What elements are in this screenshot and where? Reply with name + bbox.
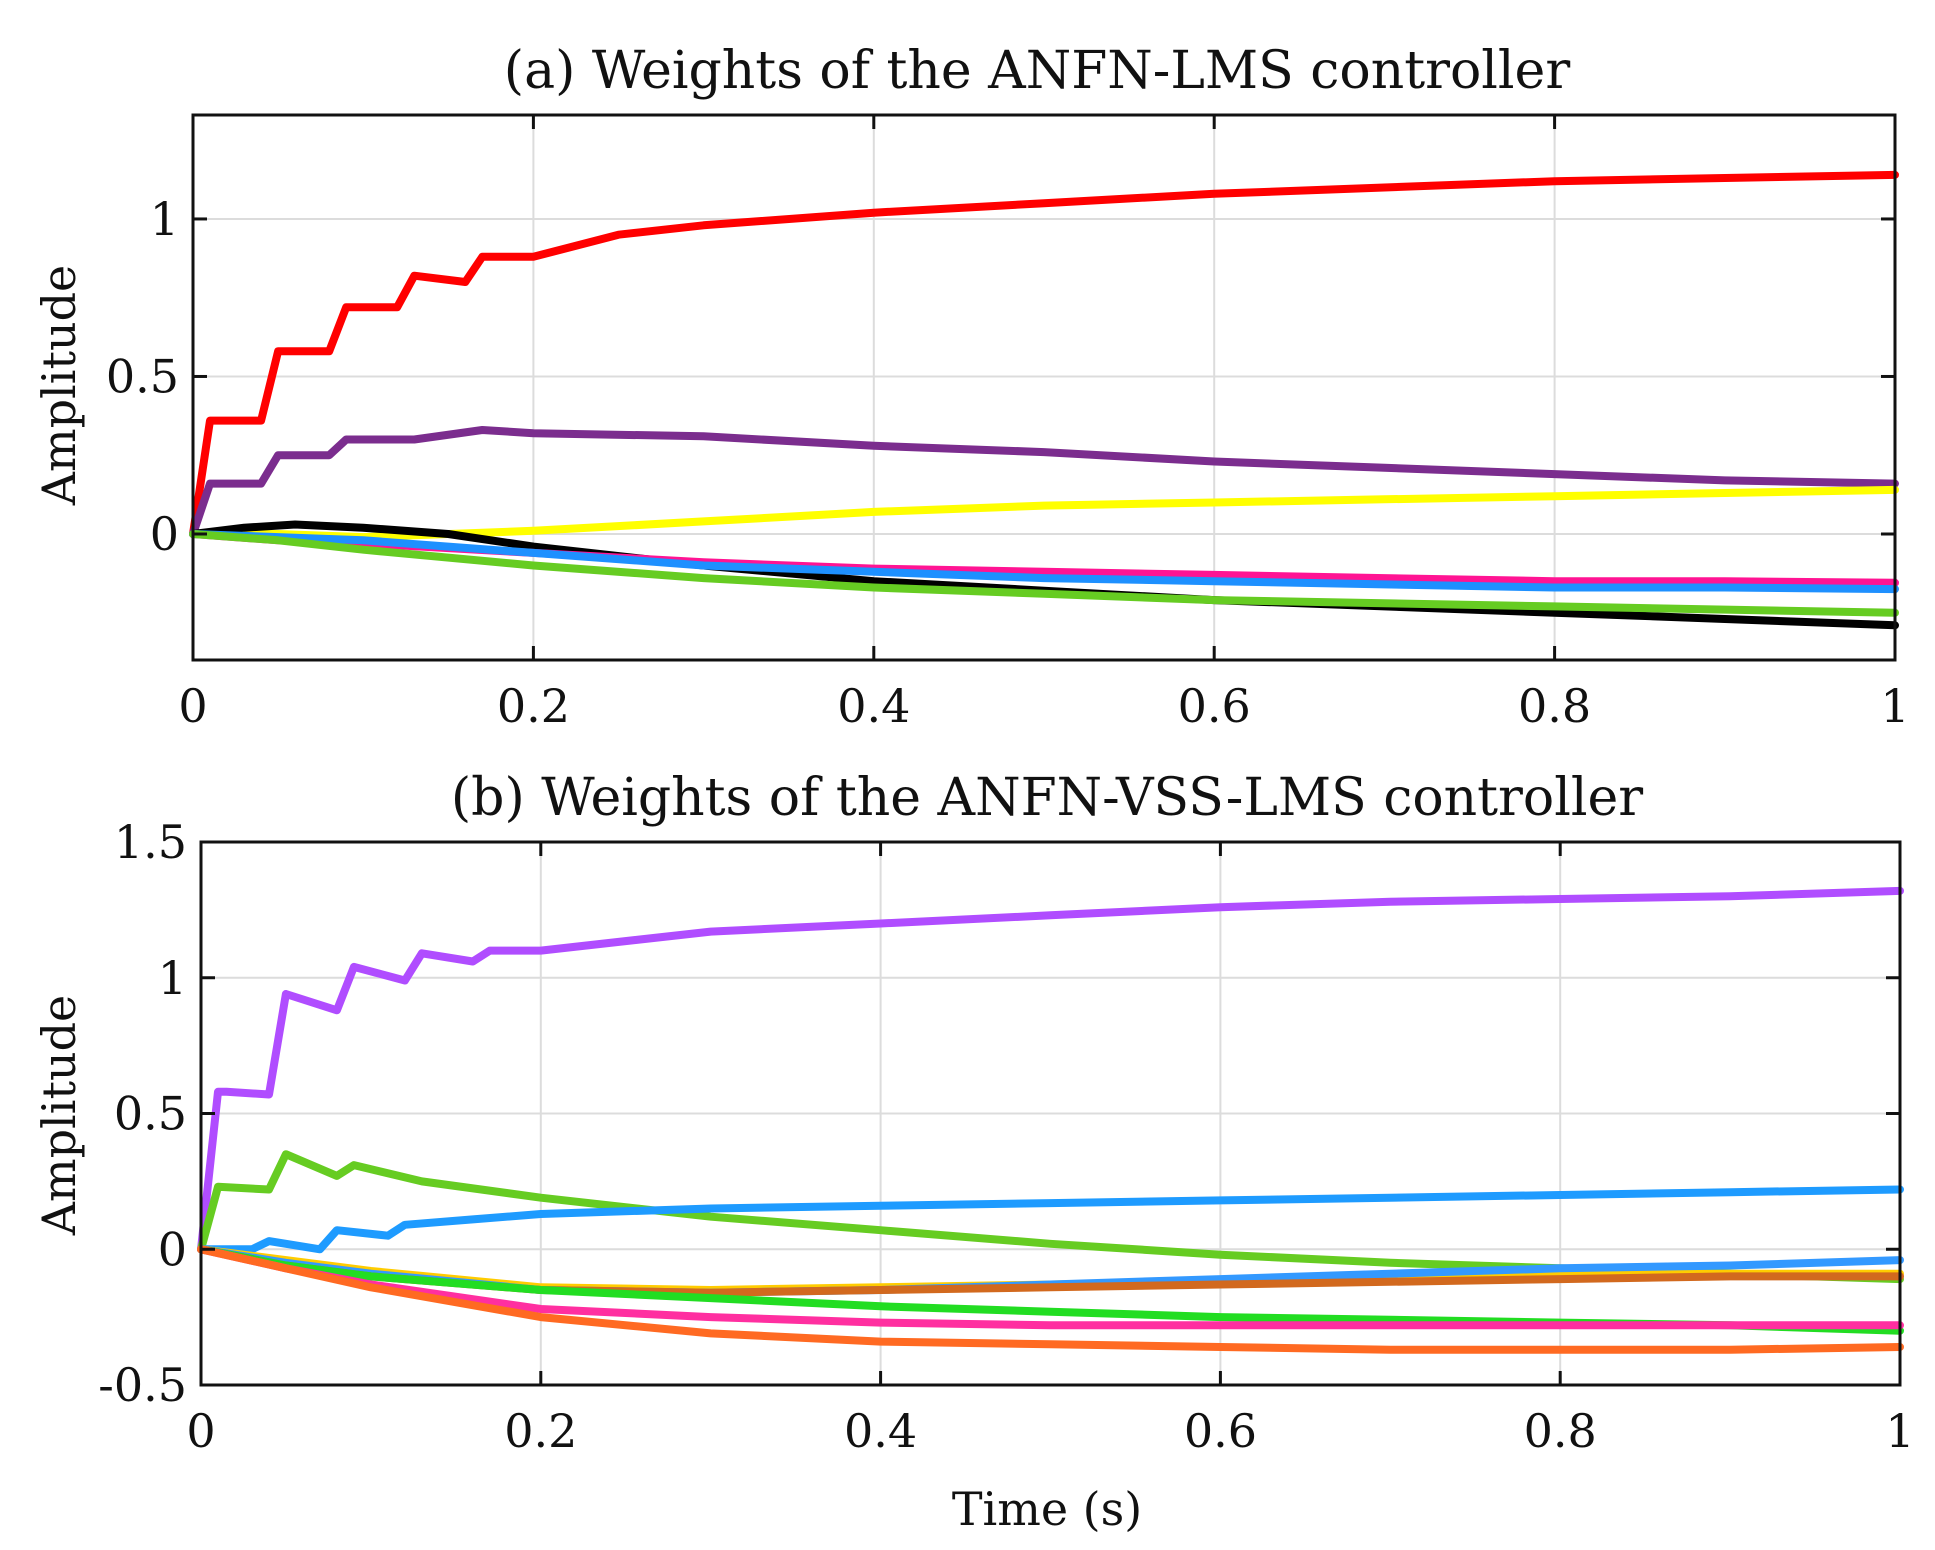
series-line-w3	[197, 1185, 1904, 1254]
x-tick-label: 0.6	[1184, 1404, 1257, 1458]
x-tick-label: 1	[1880, 679, 1909, 733]
panel-a-ticks: 0 0.2 0.4 0.6 0.8 1 0 0.5 1	[106, 115, 1910, 733]
y-tick-label: 0	[158, 1222, 187, 1276]
series-line-w6	[189, 530, 1899, 594]
y-tick-label: 1	[158, 951, 187, 1005]
x-tick-label: 0.8	[1518, 679, 1591, 733]
panel-a-frame	[191, 113, 1897, 662]
y-tick-label: 1.5	[114, 815, 187, 869]
x-tick-label: 0.4	[837, 679, 910, 733]
x-tick-label: 0.4	[844, 1404, 917, 1458]
x-tick-label: 0	[178, 679, 207, 733]
series-line-w7	[189, 530, 1899, 617]
series-line-w2	[197, 1150, 1904, 1284]
x-tick-label: 1	[1885, 1404, 1914, 1458]
panel-b-series-group	[197, 886, 1904, 1354]
y-tick-label: 0.5	[114, 1087, 187, 1141]
panel-b-ticks: 0 0.2 0.4 0.6 0.8 1-0.500.511.5	[98, 815, 1914, 1458]
y-tick-label: 0	[150, 507, 179, 561]
panel-b-grid	[201, 842, 1900, 1385]
y-tick-label: 0.5	[106, 349, 179, 403]
x-tick-label: 0	[186, 1404, 215, 1458]
panel-b: (b) Weights of the ANFN-VSS-LMS controll…	[32, 768, 1915, 1536]
panel-b-ylabel: Amplitude	[32, 995, 86, 1237]
panel-a-series-group	[189, 170, 1899, 630]
x-tick-label: 0.2	[504, 1404, 577, 1458]
series-line-w1	[189, 170, 1899, 538]
series-line-w9	[197, 1245, 1904, 1354]
x-tick-label: 0.8	[1524, 1404, 1597, 1458]
panel-b-title: (b) Weights of the ANFN-VSS-LMS controll…	[451, 768, 1643, 828]
series-line-w4	[189, 520, 1899, 630]
x-tick-label: 0.2	[497, 679, 570, 733]
series-line-w1	[197, 886, 1904, 1254]
y-tick-label: 1	[150, 192, 179, 246]
panel-a: (a) Weights of the ANFN-LMS controller 0…	[32, 41, 1910, 733]
y-tick-label: -0.5	[98, 1358, 187, 1412]
series-line-w2	[189, 426, 1899, 538]
panel-a-title: (a) Weights of the ANFN-LMS controller	[504, 41, 1571, 101]
x-tick-label: 0.6	[1178, 679, 1251, 733]
panel-b-xlabel: Time (s)	[952, 1482, 1142, 1536]
panel-a-ylabel: Amplitude	[32, 265, 86, 507]
